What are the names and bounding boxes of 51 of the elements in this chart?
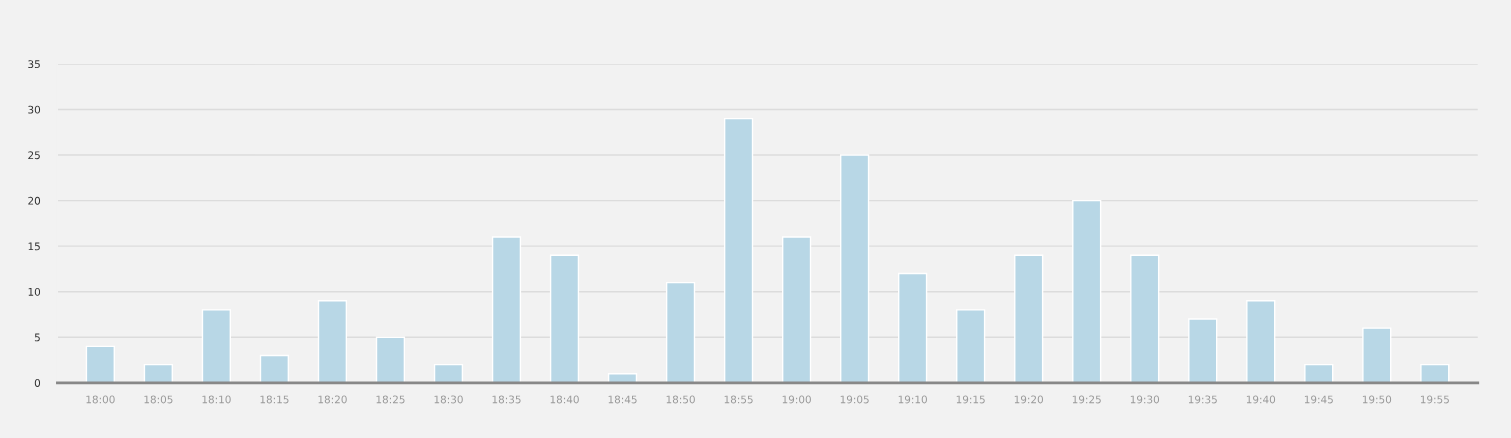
bar — [898, 272, 928, 383]
x-tick-label: 19:55 — [1420, 395, 1449, 404]
x-tick-label: 19:00 — [782, 395, 811, 404]
bar — [491, 236, 522, 383]
y-tick-label: 35 — [28, 60, 40, 69]
bar — [1246, 300, 1276, 383]
x-tick-label: 18:05 — [144, 395, 173, 404]
x-tick-label: 18:40 — [550, 395, 579, 404]
bar — [1362, 327, 1392, 383]
x-tick-label: 19:45 — [1304, 395, 1333, 404]
x-tick-label: 18:10 — [202, 395, 231, 404]
bar — [1130, 254, 1160, 383]
bar — [1072, 199, 1102, 383]
bar — [375, 336, 406, 383]
bar — [1188, 318, 1218, 383]
x-tick-label: 19:30 — [1130, 395, 1160, 404]
bar — [259, 354, 290, 383]
x-tick-label: 18:25 — [376, 395, 405, 404]
x-tick-label: 19:25 — [1072, 395, 1101, 404]
x-tick-label: 19:10 — [898, 395, 927, 404]
bar — [549, 254, 580, 383]
x-tick-label: 18:00 — [86, 395, 115, 404]
bar — [723, 117, 754, 383]
x-tick-label: 18:50 — [666, 395, 695, 404]
x-tick-label: 19:35 — [1188, 395, 1217, 404]
y-tick-label: 20 — [28, 196, 41, 205]
x-tick-label: 19:20 — [1014, 395, 1043, 404]
x-tick-label: 19:15 — [956, 395, 985, 404]
y-tick-label: 15 — [28, 242, 40, 251]
bar — [665, 281, 696, 383]
x-tick-label: 18:55 — [724, 395, 753, 404]
y-tick-label: 10 — [28, 287, 41, 296]
y-tick-label: 5 — [34, 333, 40, 342]
x-tick-label: 18:35 — [492, 395, 521, 404]
bar — [85, 345, 115, 383]
y-tick-label: 30 — [28, 105, 41, 114]
bar — [956, 309, 986, 383]
bar — [839, 154, 870, 383]
bar — [317, 300, 348, 383]
x-tick-label: 18:30 — [434, 395, 463, 404]
x-tick-label: 19:05 — [840, 395, 869, 404]
x-tick-label: 18:15 — [260, 395, 289, 404]
bar — [1014, 254, 1044, 383]
x-tick-label: 19:50 — [1362, 395, 1392, 404]
x-tick-label: 18:45 — [608, 395, 637, 404]
x-tick-label: 19:40 — [1246, 395, 1276, 404]
bar — [781, 236, 812, 383]
bar — [201, 309, 232, 383]
x-tick-label: 18:20 — [318, 395, 347, 404]
y-tick-label: 0 — [34, 379, 41, 387]
y-tick-label: 25 — [28, 151, 40, 160]
